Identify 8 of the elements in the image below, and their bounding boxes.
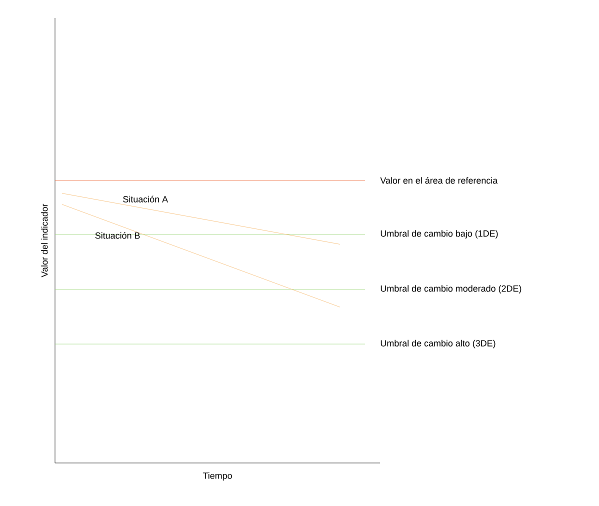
series-label: Situación B: [95, 232, 140, 239]
y-axis-title: Valor del indicador: [41, 204, 48, 278]
series-label: Situación A: [123, 196, 168, 202]
ref-line-label: Umbral de cambio moderado (2DE): [380, 285, 522, 294]
ref-line-label: Umbral de cambio bajo (1DE): [380, 230, 498, 238]
x-axis-title: Tiempo: [202, 472, 232, 481]
ref-line-label: Valor en el área de referencia: [380, 176, 498, 184]
ref-line-label: Umbral de cambio alto (3DE): [380, 340, 496, 348]
